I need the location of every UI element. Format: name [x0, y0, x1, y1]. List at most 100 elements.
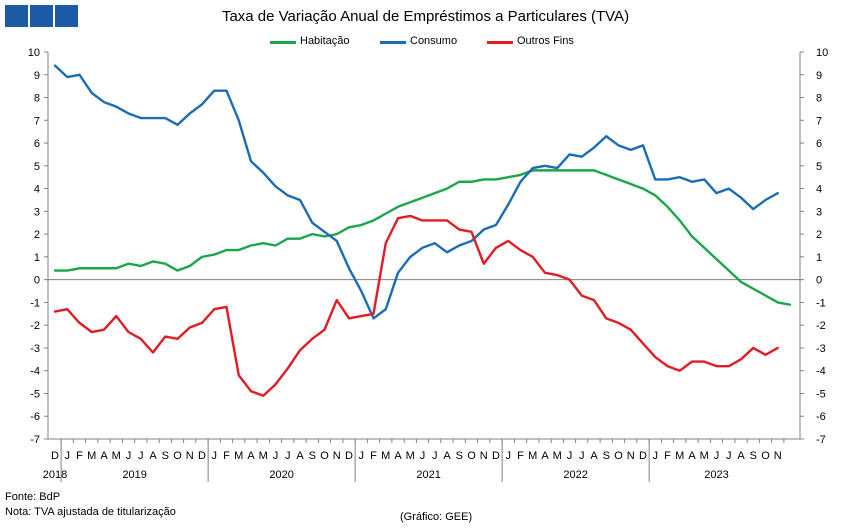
y-tick-label-right: 3 — [816, 206, 822, 218]
x-month-label: J — [65, 450, 71, 462]
x-month-label: D — [492, 450, 500, 462]
x-month-label: M — [381, 450, 390, 462]
x-month-label: S — [456, 450, 463, 462]
y-tick-label-left: -5 — [30, 388, 40, 400]
y-tick-label-left: -4 — [30, 366, 40, 378]
x-month-label: D — [51, 450, 59, 462]
x-month-label: M — [259, 450, 268, 462]
x-year-label: 2023 — [704, 469, 728, 481]
y-tick-label-left: 2 — [34, 229, 40, 241]
y-tick-label-right: 4 — [816, 184, 822, 196]
y-tick-label-right: 1 — [816, 252, 822, 264]
y-tick-label-left: 3 — [34, 206, 40, 218]
x-month-label: J — [212, 450, 218, 462]
x-month-label: N — [627, 450, 635, 462]
y-tick-label-right: -4 — [816, 366, 826, 378]
logo-block-1 — [5, 5, 28, 27]
x-month-label: F — [223, 450, 230, 462]
y-tick-label-left: 8 — [34, 93, 40, 105]
y-tick-label-right: -2 — [816, 320, 826, 332]
x-month-label: M — [234, 450, 243, 462]
series-line-habita-o — [53, 169, 792, 306]
x-month-label: M — [87, 450, 96, 462]
y-tick-label-right: 0 — [816, 275, 822, 287]
logo-block-2 — [30, 5, 53, 27]
x-month-label: D — [198, 450, 206, 462]
x-month-label: J — [726, 450, 732, 462]
y-tick-label-left: -6 — [30, 411, 40, 423]
y-tick-label-left: 9 — [34, 70, 40, 82]
x-month-label: A — [247, 450, 255, 462]
x-month-label: F — [370, 450, 377, 462]
x-month-label: A — [737, 450, 745, 462]
x-month-label: M — [112, 450, 121, 462]
y-tick-label-left: 1 — [34, 252, 40, 264]
y-tick-label-right: 7 — [816, 115, 822, 127]
source-note: Fonte: BdP — [5, 491, 61, 503]
x-month-label: J — [653, 450, 659, 462]
series-line-consumo — [53, 64, 779, 320]
x-year-label: 2018 — [43, 469, 67, 481]
legend-swatch-habitacao — [270, 41, 296, 44]
x-month-label: A — [394, 450, 402, 462]
x-month-label: M — [675, 450, 684, 462]
series-line-outros-fins — [53, 214, 779, 397]
x-month-label: O — [173, 450, 182, 462]
x-month-label: M — [406, 450, 415, 462]
x-month-label: N — [333, 450, 341, 462]
x-month-label: S — [162, 450, 169, 462]
x-month-label: A — [443, 450, 451, 462]
legend-swatch-consumo — [380, 41, 406, 44]
x-month-label: J — [432, 450, 438, 462]
x-month-label: D — [639, 450, 647, 462]
titularization-note: Nota: TVA ajustada de titularização — [5, 506, 176, 518]
y-tick-label-left: 10 — [28, 47, 40, 59]
x-month-label: D — [345, 450, 353, 462]
x-month-label: N — [480, 450, 488, 462]
x-month-label: J — [506, 450, 512, 462]
y-tick-label-left: 5 — [34, 161, 40, 173]
x-month-label: F — [517, 450, 524, 462]
x-year-label: 2019 — [122, 469, 146, 481]
x-month-label: O — [761, 450, 770, 462]
x-month-label: J — [420, 450, 426, 462]
x-year-label: 2020 — [269, 469, 293, 481]
x-month-label: S — [603, 450, 610, 462]
legend-label-habitacao: Habitação — [300, 35, 350, 47]
x-month-label: F — [76, 450, 83, 462]
x-month-label: F — [664, 450, 671, 462]
x-month-label: J — [714, 450, 720, 462]
y-tick-label-left: -1 — [30, 297, 40, 309]
y-tick-label-left: 7 — [34, 115, 40, 127]
x-month-label: A — [296, 450, 304, 462]
legend-swatch-outros-fins — [487, 41, 513, 44]
x-year-label: 2021 — [416, 469, 440, 481]
y-tick-label-right: -6 — [816, 411, 826, 423]
x-month-label: O — [467, 450, 476, 462]
legend-label-consumo: Consumo — [410, 35, 458, 47]
y-tick-label-left: -3 — [30, 343, 40, 355]
x-month-label: A — [100, 450, 108, 462]
y-tick-label-right: 2 — [816, 229, 822, 241]
y-tick-label-right: 6 — [816, 138, 822, 150]
y-tick-label-right: 8 — [816, 93, 822, 105]
x-year-label: 2022 — [563, 469, 587, 481]
y-tick-label-left: 0 — [34, 275, 40, 287]
y-tick-label-right: -1 — [816, 297, 826, 309]
x-month-label: A — [149, 450, 157, 462]
legend: Habitação Consumo Outros Fins — [0, 35, 851, 49]
y-tick-label-left: -7 — [30, 434, 40, 446]
y-tick-label-left: 4 — [34, 184, 40, 196]
x-month-label: O — [614, 450, 623, 462]
x-month-label: J — [126, 450, 132, 462]
x-month-label: J — [567, 450, 573, 462]
y-tick-label-left: 6 — [34, 138, 40, 150]
x-month-label: A — [541, 450, 549, 462]
x-month-label: M — [553, 450, 562, 462]
x-month-label: J — [273, 450, 279, 462]
x-month-label: M — [528, 450, 537, 462]
y-tick-label-left: -2 — [30, 320, 40, 332]
x-month-label: J — [138, 450, 144, 462]
